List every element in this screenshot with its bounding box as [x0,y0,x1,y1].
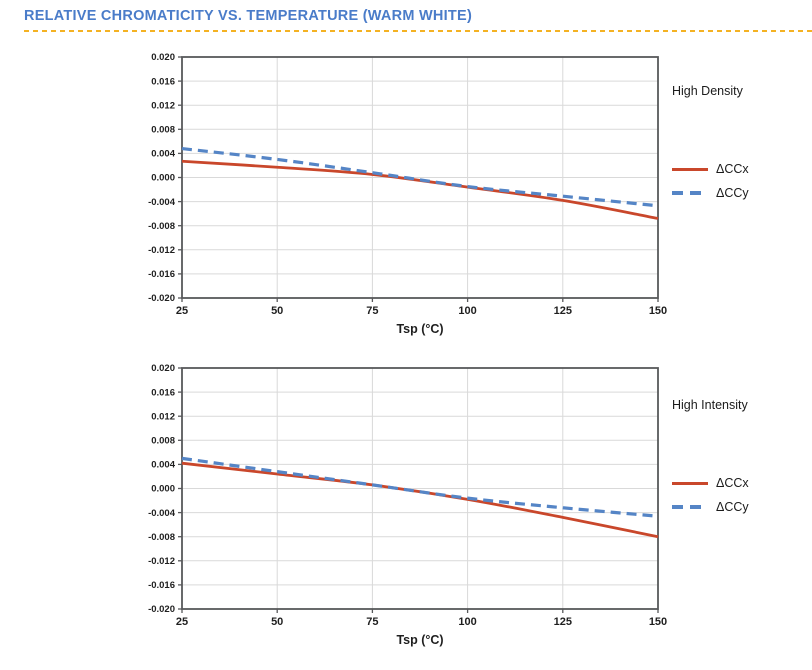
svg-text:0.020: 0.020 [151,363,175,374]
svg-text:0.004: 0.004 [151,460,175,471]
svg-text:-0.008: -0.008 [148,221,175,232]
svg-text:Tsp (°C): Tsp (°C) [396,633,443,647]
svg-text:75: 75 [366,616,378,628]
high-intensity-chart-canvas: 0.020 0.016 0.012 0.008 0.004 0.000 -0.004 -0.0… [148,363,667,647]
svg-text:0.008: 0.008 [151,125,175,136]
svg-text:-0.004: -0.004 [148,197,176,208]
legend-label-ccy: ΔCCy [716,500,749,514]
legend-item-ccx: ΔCCx [672,162,804,176]
svg-text:0.004: 0.004 [151,149,175,160]
high-density-legend: High Density ΔCCx ΔCCy [672,84,804,200]
svg-text:150: 150 [649,305,667,317]
legend-label-ccx: ΔCCx [716,476,749,490]
svg-text:0.000: 0.000 [151,173,175,184]
legend-label-ccy: ΔCCy [716,186,749,200]
svg-text:-0.004: -0.004 [148,508,176,519]
svg-text:150: 150 [649,616,667,628]
svg-text:0.012: 0.012 [151,100,175,111]
page-header: RELATIVE CHROMATICITY VS. TEMPERATURE (W… [24,8,812,32]
svg-text:25: 25 [176,305,188,317]
legend-item-ccy: ΔCCy [672,500,804,514]
svg-text:50: 50 [271,305,283,317]
svg-text:0.008: 0.008 [151,436,175,447]
svg-text:0.016: 0.016 [151,387,175,398]
high-intensity-legend: High Intensity ΔCCx ΔCCy [672,398,804,514]
svg-text:0.016: 0.016 [151,76,175,87]
legend-item-ccx: ΔCCx [672,476,804,490]
svg-text:100: 100 [458,305,476,317]
svg-text:Tsp (°C): Tsp (°C) [396,322,443,336]
svg-text:100: 100 [458,616,476,628]
svg-text:-0.016: -0.016 [148,580,175,591]
title-underline-dashed-rule [24,30,812,32]
page-title: RELATIVE CHROMATICITY VS. TEMPERATURE (W… [24,8,473,24]
ccy-dashed-line-swatch [672,505,708,509]
legend-item-ccy: ΔCCy [672,186,804,200]
high-density-chart-canvas: 0.020 0.016 0.012 0.008 0.004 0.000 -0.004 -0.0… [148,52,667,336]
svg-text:-0.008: -0.008 [148,532,175,543]
svg-text:0.020: 0.020 [151,52,175,63]
legend-label-ccx: ΔCCx [716,162,749,176]
svg-text:-0.020: -0.020 [148,293,175,304]
legend-group-label: High Intensity [672,398,748,412]
legend-group-label: High Density [672,84,743,98]
svg-text:-0.012: -0.012 [148,245,175,256]
legend-items: ΔCCx ΔCCy [672,162,804,200]
legend-items: ΔCCx ΔCCy [672,476,804,514]
svg-text:50: 50 [271,616,283,628]
ccx-solid-line-swatch [672,481,708,485]
svg-text:-0.020: -0.020 [148,604,175,615]
svg-text:-0.012: -0.012 [148,556,175,567]
svg-text:125: 125 [554,616,572,628]
svg-text:75: 75 [366,305,378,317]
svg-text:125: 125 [554,305,572,317]
svg-text:25: 25 [176,616,188,628]
svg-text:0.000: 0.000 [151,484,175,495]
ccy-dashed-line-swatch [672,191,708,195]
ccx-solid-line-swatch [672,167,708,171]
svg-text:0.012: 0.012 [151,411,175,422]
svg-text:-0.016: -0.016 [148,269,175,280]
